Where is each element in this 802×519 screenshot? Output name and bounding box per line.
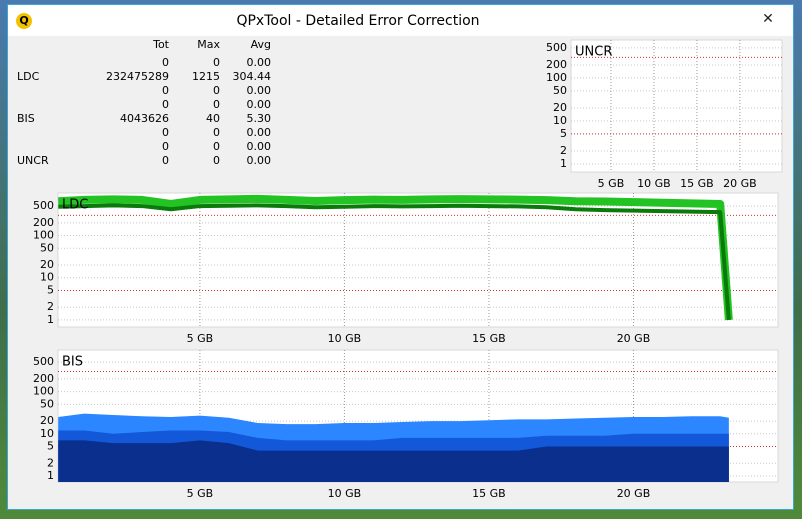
close-button[interactable]: ✕ [762, 11, 774, 27]
table-cell: 0 [213, 126, 220, 139]
y-tick-label: 20 [40, 258, 54, 271]
x-tick-label: 20 GB [617, 332, 651, 345]
x-tick-label: 10 GB [328, 332, 362, 345]
x-tick-label: 15 GB [472, 487, 506, 500]
table-cell: 0 [213, 84, 220, 97]
table-cell: 0.00 [247, 154, 272, 167]
y-tick-label: 5 [47, 283, 54, 296]
table-cell: 0.00 [247, 84, 272, 97]
table-cell: 40 [206, 112, 220, 125]
x-tick-label: 10 GB [328, 487, 362, 500]
x-tick-label: 20 GB [723, 177, 757, 190]
y-tick-label: 1 [47, 469, 54, 482]
x-tick-label: 5 GB [187, 487, 214, 500]
row-label: UNCR [17, 154, 49, 167]
row-label: BIS [17, 112, 35, 125]
y-tick-label: 100 [33, 385, 54, 398]
chart-title: LDC [62, 198, 88, 213]
column-header: Tot [152, 38, 170, 51]
x-tick-label: 15 GB [680, 177, 714, 190]
row-label: LDC [17, 70, 40, 83]
table-cell: 0.00 [247, 140, 272, 153]
table-cell: 0 [162, 84, 169, 97]
window-title: QPxTool - Detailed Error Correction [236, 13, 480, 29]
x-tick-label: 20 GB [617, 487, 651, 500]
y-tick-label: 20 [553, 101, 567, 114]
column-header: Max [197, 38, 220, 51]
table-cell: 0 [162, 56, 169, 69]
y-tick-label: 200 [33, 372, 54, 385]
x-tick-label: 10 GB [637, 177, 671, 190]
y-tick-label: 2 [47, 300, 54, 313]
y-tick-label: 1 [47, 313, 54, 326]
x-tick-label: 5 GB [598, 177, 625, 190]
table-cell: 304.44 [233, 70, 272, 83]
x-tick-label: 15 GB [472, 332, 506, 345]
y-tick-label: 5 [47, 439, 54, 452]
data-area [58, 440, 729, 482]
y-tick-label: 500 [33, 199, 54, 212]
y-tick-label: 20 [40, 414, 54, 427]
y-tick-label: 50 [553, 84, 567, 97]
chart-title: UNCR [575, 45, 612, 60]
y-tick-label: 5 [560, 127, 567, 140]
table-cell: 0 [213, 154, 220, 167]
table-cell: 0 [213, 98, 220, 111]
app-icon: Q [16, 13, 32, 29]
y-tick-label: 100 [33, 229, 54, 242]
table-cell: 0 [213, 56, 220, 69]
y-tick-label: 50 [40, 397, 54, 410]
y-tick-label: 2 [47, 456, 54, 469]
column-header: Avg [251, 38, 271, 51]
table-cell: 5.30 [247, 112, 272, 125]
y-tick-label: 500 [546, 41, 567, 54]
table-cell: 0 [162, 154, 169, 167]
y-tick-label: 100 [546, 71, 567, 84]
chart-title: BIS [62, 355, 83, 370]
table-cell: 0 [162, 140, 169, 153]
y-tick-label: 2 [560, 144, 567, 157]
y-tick-label: 10 [40, 427, 54, 440]
y-tick-label: 10 [553, 114, 567, 127]
title-bar: Q QPxTool - Detailed Error Correction ✕ [8, 5, 793, 36]
table-cell: 0.00 [247, 98, 272, 111]
table-cell: 0 [162, 126, 169, 139]
table-cell: 0.00 [247, 126, 272, 139]
y-tick-label: 500 [33, 355, 54, 368]
plot-area [570, 39, 783, 173]
table-cell: 0 [213, 140, 220, 153]
data-line [58, 194, 733, 321]
table-cell: 1215 [192, 70, 220, 83]
table-cell: 0 [162, 98, 169, 111]
y-tick-label: 1 [560, 157, 567, 170]
data-line [58, 203, 731, 321]
y-tick-label: 10 [40, 271, 54, 284]
y-tick-label: 50 [40, 241, 54, 254]
table-cell: 4043626 [120, 112, 169, 125]
x-tick-label: 5 GB [187, 332, 214, 345]
table-cell: 0.00 [247, 56, 272, 69]
y-tick-label: 200 [33, 216, 54, 229]
y-tick-label: 200 [546, 58, 567, 71]
table-cell: 232475289 [106, 70, 169, 83]
